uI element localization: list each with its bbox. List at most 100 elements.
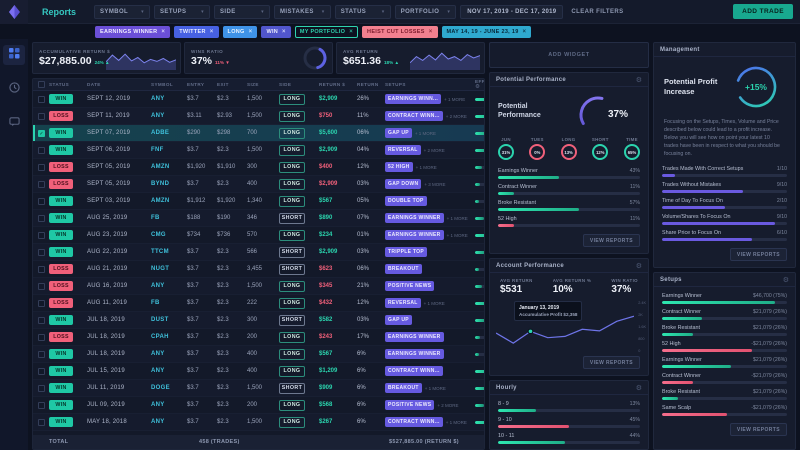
column-header-entry[interactable]: ENTRY: [187, 82, 205, 87]
row-checkbox[interactable]: [38, 333, 45, 341]
setup-tag[interactable]: GAP UP: [385, 315, 412, 325]
setup-tag[interactable]: CONTRACT WINN...: [385, 366, 443, 376]
more-setups[interactable]: + 2 MORE: [423, 147, 445, 153]
row-checkbox[interactable]: [38, 163, 45, 171]
row-checkbox[interactable]: [38, 265, 45, 273]
clear-filters-button[interactable]: CLEAR FILTERS: [571, 8, 624, 15]
app-logo[interactable]: [0, 0, 28, 24]
more-setups[interactable]: + 1 MORE: [446, 232, 468, 238]
close-icon[interactable]: ×: [282, 28, 286, 35]
row-checkbox[interactable]: [38, 401, 45, 409]
table-row[interactable]: WIN JUL 15, 2019 ANY $3.7 $2.3 400 LONG $1,209 6…: [33, 363, 484, 380]
filter-chip[interactable]: TWITTER ×: [174, 25, 219, 38]
table-row[interactable]: LOSS SEPT 11, 2019 ANY $3.11 $2.93 1,500 LONG $…: [33, 108, 484, 125]
row-checkbox[interactable]: [38, 282, 45, 290]
setup-tag[interactable]: GAP DOWN: [385, 179, 422, 189]
table-row[interactable]: WIN SEPT 03, 2019 AMZN $1,912 $1,920 1,340 LON…: [33, 193, 484, 210]
date-range-filter[interactable]: NOV 17, 2019 - DEC 17, 2019: [460, 4, 564, 19]
setup-tag[interactable]: EARNINGS WINNER: [385, 332, 444, 342]
table-row[interactable]: WIN JUL 18, 2019 DUST $3.7 $2.3 300 SHORT $582 0…: [33, 312, 484, 329]
gear-icon[interactable]: ⚙: [475, 84, 481, 90]
filter-chip[interactable]: EARNINGS WINNER ×: [95, 25, 171, 38]
more-setups[interactable]: + 1 MORE: [446, 215, 468, 221]
column-header-date[interactable]: DATE: [87, 82, 101, 87]
gear-icon[interactable]: ⚙: [635, 262, 642, 270]
setup-tag[interactable]: BREAKOUT: [385, 383, 422, 393]
table-row[interactable]: WIN AUG 23, 2019 CMG $734 $736 570 LONG $234 01%…: [33, 227, 484, 244]
row-checkbox[interactable]: ✓: [38, 129, 45, 137]
more-setups[interactable]: + 2 MORE: [445, 113, 467, 119]
more-setups[interactable]: + 3 MORE: [424, 181, 446, 187]
table-row[interactable]: ✓ WIN SEPT 07, 2019 ADBE $290 $298 700 LONG $5,6…: [33, 125, 484, 142]
view-reports-button[interactable]: VIEW REPORTS: [729, 248, 787, 262]
sidebar-item-chat[interactable]: [3, 113, 25, 133]
column-header-efficiency[interactable]: EFFICIENCY ⚙: [475, 79, 485, 90]
row-checkbox[interactable]: [38, 146, 45, 154]
setup-tag[interactable]: GAP UP: [385, 128, 412, 138]
setup-tag[interactable]: EARNINGS WINNER: [385, 230, 444, 240]
setup-tag[interactable]: BREAKOUT: [385, 264, 422, 274]
filter-dropdown-setups[interactable]: SETUPS ▾: [154, 4, 211, 19]
close-icon[interactable]: ×: [248, 28, 253, 35]
table-row[interactable]: WIN AUG 22, 2019 TTCM $3.7 $2.3 566 SHORT $2,90…: [33, 244, 484, 261]
column-header-side[interactable]: SIDE: [279, 82, 292, 87]
setup-tag[interactable]: 52 HIGH: [385, 162, 413, 172]
add-widget-button[interactable]: ADD WIDGET: [489, 42, 649, 68]
row-checkbox[interactable]: [38, 248, 45, 256]
table-row[interactable]: WIN JUL 18, 2019 ANY $3.7 $2.3 400 LONG $567 6% E…: [33, 346, 484, 363]
table-row[interactable]: WIN SEPT 12, 2019 ANY $3.7 $2.3 1,500 LONG $2,9…: [33, 91, 484, 108]
sidebar-item-dashboard[interactable]: [3, 45, 25, 65]
filter-chip[interactable]: MAY 14, 19 - JUNE 23, 19 ×: [441, 25, 532, 38]
column-header-size[interactable]: SIZE: [247, 82, 259, 87]
column-header-setups[interactable]: SETUPS: [385, 82, 406, 87]
table-row[interactable]: LOSS AUG 11, 2019 FB $3.7 $2.3 222 LONG $432 12%…: [33, 295, 484, 312]
row-checkbox[interactable]: [38, 316, 45, 324]
setup-tag[interactable]: CONTRACT WINN...: [385, 111, 443, 121]
gear-icon[interactable]: ⚙: [635, 384, 642, 392]
filter-chip[interactable]: LONG ×: [222, 25, 258, 38]
setup-tag[interactable]: POSITIVE NEWS: [385, 400, 435, 410]
setup-tag[interactable]: REVERSAL: [385, 145, 421, 155]
setup-tag[interactable]: EARNINGS WINN...: [385, 94, 442, 104]
view-reports-button[interactable]: VIEW REPORTS: [582, 234, 640, 247]
column-header-exit[interactable]: EXIT: [217, 82, 229, 87]
filter-dropdown-status[interactable]: STATUS ▾: [334, 4, 391, 19]
view-reports-button[interactable]: VIEW REPORTS: [729, 423, 787, 437]
row-checkbox[interactable]: [38, 231, 45, 239]
more-setups[interactable]: + 1 MORE: [444, 96, 466, 102]
setup-tag[interactable]: POSITIVE NEWS: [385, 281, 435, 291]
filter-dropdown-mistakes[interactable]: MISTAKES ▾: [274, 4, 331, 19]
filter-dropdown-symbol[interactable]: SYMBOL ▾: [94, 4, 151, 19]
close-icon[interactable]: ×: [209, 28, 214, 35]
table-row[interactable]: WIN SEPT 06, 2019 FNF $3.7 $2.3 1,500 LONG $2,9…: [33, 142, 484, 159]
more-setups[interactable]: + 1 MORE: [423, 300, 445, 306]
close-icon[interactable]: ×: [522, 28, 527, 35]
row-checkbox[interactable]: [38, 214, 45, 222]
row-checkbox[interactable]: [38, 384, 45, 392]
setup-tag[interactable]: REVERSAL: [385, 298, 421, 308]
close-icon[interactable]: ×: [161, 28, 166, 35]
more-setups[interactable]: + 1 MORE: [445, 419, 467, 425]
filter-chip[interactable]: HEIST CUT LOSSES ×: [362, 25, 438, 38]
row-checkbox[interactable]: [38, 299, 45, 307]
setup-tag[interactable]: DOUBLE TOP: [385, 196, 427, 206]
header-checkbox[interactable]: [38, 81, 45, 88]
more-setups[interactable]: + 1 MORE: [414, 130, 437, 136]
more-setups[interactable]: + 1 MORE: [424, 385, 446, 391]
row-checkbox[interactable]: [38, 95, 45, 103]
setup-tag[interactable]: TRIPPLE TOP: [385, 247, 427, 257]
filter-dropdown-side[interactable]: SIDE ▾: [214, 4, 271, 19]
table-row[interactable]: LOSS JUL 18, 2019 CPAH $3.7 $2.3 200 LONG $243 1…: [33, 329, 484, 346]
filter-chip[interactable]: MY PORTFOLIO ×: [294, 25, 359, 38]
table-row[interactable]: LOSS AUG 16, 2019 ANY $3.7 $2.3 1,500 LONG $345…: [33, 278, 484, 295]
view-reports-button[interactable]: VIEW REPORTS: [582, 356, 640, 369]
column-header-status[interactable]: STATUS: [49, 82, 70, 87]
gear-icon[interactable]: ⚙: [782, 276, 789, 284]
column-header-symbol[interactable]: SYMBOL: [151, 82, 174, 87]
table-row[interactable]: WIN JUL 11, 2019 DOGE $3.7 $2.3 1,500 SHORT $90…: [33, 380, 484, 397]
setup-tag[interactable]: EARNINGS WINNER: [385, 213, 444, 223]
row-checkbox[interactable]: [38, 418, 45, 426]
table-row[interactable]: LOSS SEPT 05, 2019 AMZN $1,920 $1,910 300 LONG…: [33, 159, 484, 176]
row-checkbox[interactable]: [38, 112, 45, 120]
column-header-return[interactable]: RETURN: [357, 82, 379, 87]
